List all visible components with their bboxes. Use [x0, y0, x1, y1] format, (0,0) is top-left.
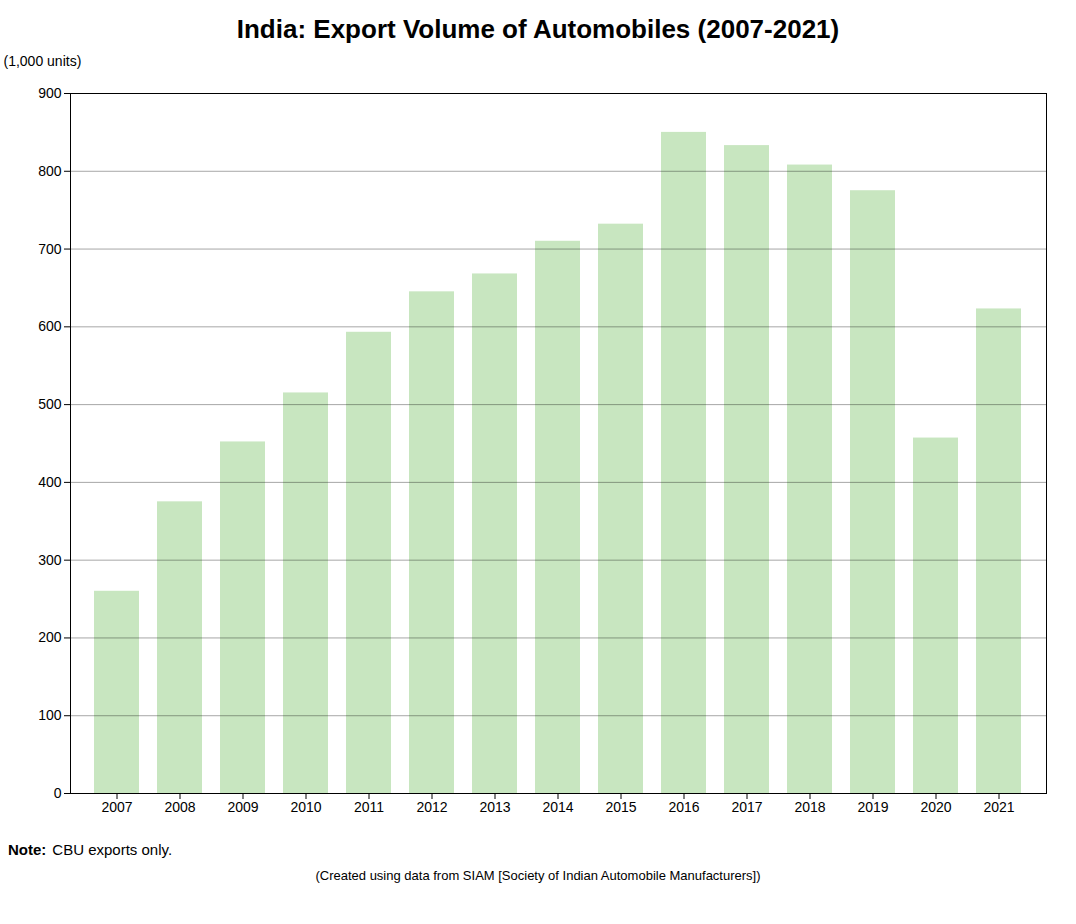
svg-text:2021: 2021 — [983, 799, 1014, 815]
svg-text:600: 600 — [38, 318, 62, 334]
svg-text:(1,000 units): (1,000 units) — [4, 53, 82, 69]
svg-text:2020: 2020 — [920, 799, 951, 815]
svg-text:2014: 2014 — [542, 799, 573, 815]
svg-text:300: 300 — [38, 552, 62, 568]
svg-text:700: 700 — [38, 241, 62, 257]
html-text:Note: CBU exports only.: Note: CBU exports only. — [8, 841, 173, 858]
svg-text:2008: 2008 — [164, 799, 195, 815]
svg-text:2009: 2009 — [227, 799, 258, 815]
svg-text:2011: 2011 — [354, 799, 384, 815]
svg-text:2019: 2019 — [857, 799, 888, 815]
svg-text:2015: 2015 — [605, 799, 636, 815]
svg-text:100: 100 — [38, 707, 62, 723]
svg-text:500: 500 — [38, 396, 62, 412]
svg-text:2013: 2013 — [479, 799, 510, 815]
svg-text:0: 0 — [54, 785, 62, 801]
svg-text:2010: 2010 — [290, 799, 321, 815]
svg-text:2007: 2007 — [101, 799, 132, 815]
svg-text:800: 800 — [38, 163, 62, 179]
html-text:India: Export Volume of Automo: India: Export Volume of Automobiles (200… — [236, 14, 840, 44]
svg-text:200: 200 — [38, 629, 62, 645]
svg-text:2012: 2012 — [416, 799, 447, 815]
svg-text:2017: 2017 — [731, 799, 762, 815]
svg-text:900: 900 — [38, 85, 62, 101]
svg-text:2018: 2018 — [794, 799, 825, 815]
svg-text:400: 400 — [38, 474, 62, 490]
html-text:(Created using data from SIAM: (Created using data from SIAM [Society o… — [315, 868, 761, 883]
svg-text:2016: 2016 — [668, 799, 699, 815]
